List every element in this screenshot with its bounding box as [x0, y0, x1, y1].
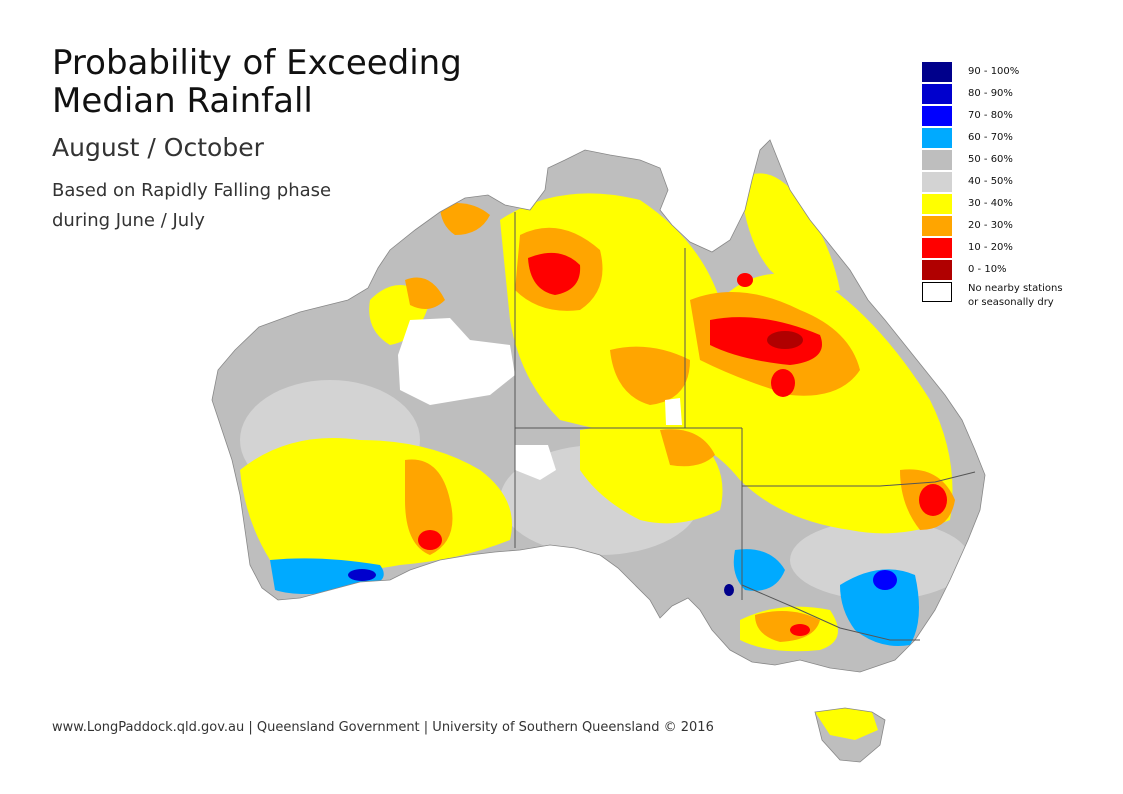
legend-label: 30 - 40% — [968, 198, 1013, 209]
rainfall-probability-fields — [212, 140, 985, 762]
title-line-1: Probability of Exceeding — [52, 43, 462, 83]
legend-swatch — [922, 282, 952, 302]
field-30-40-cape — [740, 173, 840, 293]
field-70-80-nsw — [873, 570, 897, 590]
legend-label: 60 - 70% — [968, 132, 1013, 143]
field-40-50-nsw — [790, 520, 970, 600]
legend-item: 50 - 60% — [922, 150, 1063, 172]
field-10-20-nt — [528, 252, 581, 295]
no-data-sa-west — [515, 445, 556, 480]
legend-item: 70 - 80% — [922, 106, 1063, 128]
legend-swatch — [922, 84, 952, 104]
coastline — [211, 139, 986, 763]
footer-credits: www.LongPaddock.qld.gov.au | Queensland … — [52, 720, 714, 735]
legend-label: 0 - 10% — [968, 264, 1007, 275]
phase-note: Based on Rapidly Falling phase during Ju… — [52, 176, 331, 236]
field-90-100-sa — [724, 584, 734, 596]
state-borders — [514, 212, 976, 641]
legend: 90 - 100% 80 - 90% 70 - 80% 60 - 70% 50 … — [922, 62, 1063, 318]
legend-label-line-1: No nearby stations — [968, 283, 1063, 294]
border-qld-nsw — [742, 471, 976, 487]
field-10-20-gulf — [737, 273, 753, 287]
field-10-20-nsw — [919, 484, 947, 516]
legend-item: No nearby stations or seasonally dry — [922, 282, 1063, 318]
legend-swatch — [922, 260, 952, 280]
legend-swatch — [922, 150, 952, 170]
no-data-nt-south — [665, 398, 682, 425]
field-30-40-tasmania — [815, 708, 878, 740]
field-80-90-southwest — [348, 569, 376, 581]
legend-label: No nearby stations or seasonally dry — [968, 282, 1063, 310]
legend-label: 40 - 50% — [968, 176, 1013, 187]
field-20-30-kimberley — [405, 277, 445, 309]
legend-label: 20 - 30% — [968, 220, 1013, 231]
legend-label-line-2: or seasonally dry — [968, 297, 1054, 308]
field-60-70-sa-vic — [733, 549, 785, 591]
legend-swatch — [922, 172, 952, 192]
field-10-20-qld — [710, 317, 822, 365]
legend-label: 50 - 60% — [968, 154, 1013, 165]
legend-item: 0 - 10% — [922, 260, 1063, 282]
legend-item: 80 - 90% — [922, 84, 1063, 106]
legend-label: 80 - 90% — [968, 88, 1013, 99]
legend-label: 70 - 80% — [968, 110, 1013, 121]
legend-swatch — [922, 62, 952, 82]
phase-note-line-2: during June / July — [52, 210, 205, 231]
legend-swatch — [922, 238, 952, 258]
legend-item: 40 - 50% — [922, 172, 1063, 194]
field-20-30-wa — [405, 459, 453, 555]
legend-item: 30 - 40% — [922, 194, 1063, 216]
field-20-30-kimberley-coast — [440, 202, 490, 235]
map-title: Probability of Exceeding Median Rainfall — [52, 44, 462, 120]
field-20-30-barkly — [610, 346, 690, 405]
field-60-70-se-nsw — [840, 569, 919, 646]
field-20-30-sa-north — [660, 429, 715, 467]
field-10-20-victoria — [790, 624, 810, 636]
title-line-2: Median Rainfall — [52, 81, 313, 121]
border-nsw-vic — [741, 584, 920, 641]
phase-note-line-1: Based on Rapidly Falling phase — [52, 180, 332, 201]
legend-swatch — [922, 216, 952, 236]
field-10-20-qld-south — [771, 369, 795, 397]
legend-item: 60 - 70% — [922, 128, 1063, 150]
legend-swatch — [922, 106, 952, 126]
legend-label: 10 - 20% — [968, 242, 1013, 253]
field-0-10-qld — [767, 331, 803, 349]
map-subtitle: August / October — [52, 133, 264, 162]
legend-swatch — [922, 128, 952, 148]
legend-item: 20 - 30% — [922, 216, 1063, 238]
legend-item: 90 - 100% — [922, 62, 1063, 84]
legend-label: 90 - 100% — [968, 66, 1020, 77]
legend-swatch — [922, 194, 952, 214]
no-data-gibson-desert — [398, 318, 515, 405]
field-10-20-wa — [418, 530, 442, 550]
legend-item: 10 - 20% — [922, 238, 1063, 260]
